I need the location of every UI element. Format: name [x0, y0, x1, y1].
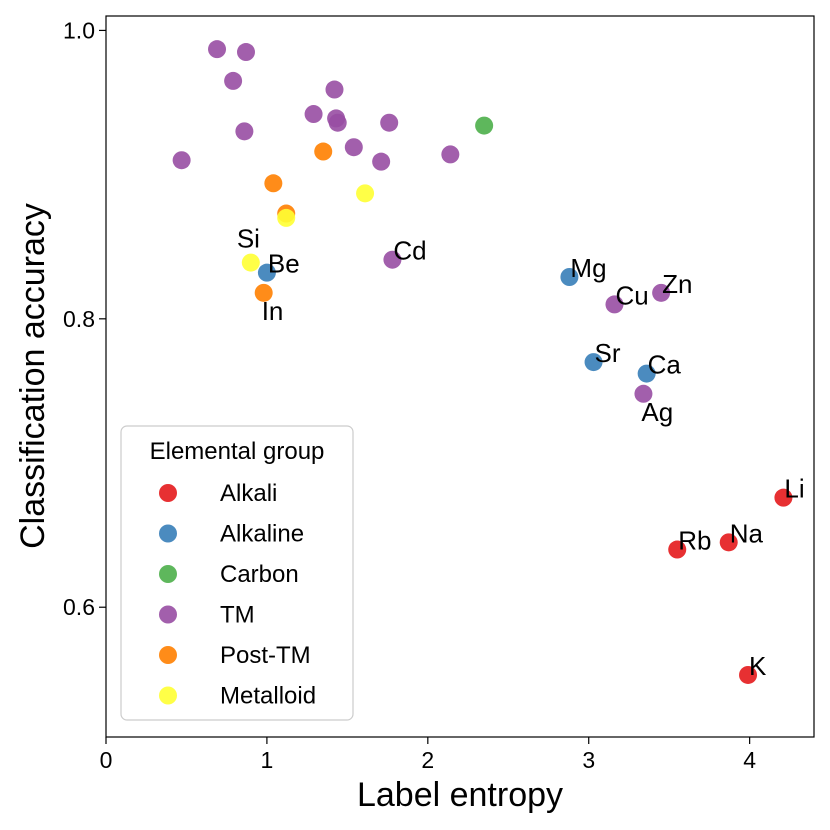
- data-point-alkali: [668, 540, 687, 559]
- x-tick-label: 2: [421, 747, 434, 773]
- legend-marker-carbon: [159, 565, 177, 583]
- legend-label-post-tm: Post-TM: [220, 642, 311, 669]
- data-point-tm: [605, 295, 624, 314]
- data-point-tm: [208, 40, 227, 59]
- data-point-carbon: [475, 116, 494, 135]
- y-tick-label: 0.8: [63, 306, 95, 332]
- data-point-tm: [328, 113, 347, 132]
- x-tick-label: 1: [261, 747, 274, 773]
- data-point-tm: [236, 43, 255, 62]
- data-point-alkaline: [560, 268, 579, 287]
- point-label-cu: Cu: [615, 280, 648, 310]
- legend-marker-post-tm: [159, 646, 177, 664]
- y-axis-title: Classification accuracy: [14, 203, 52, 549]
- legend-frame: [120, 425, 354, 721]
- point-label-zn: Zn: [662, 269, 692, 299]
- legend-label-alkaline: Alkaline: [220, 521, 304, 548]
- y-tick-label: 1.0: [63, 17, 95, 43]
- data-point-post-tm: [314, 142, 333, 161]
- legend-label-carbon: Carbon: [220, 561, 299, 588]
- y-tick-label: 0.6: [63, 594, 95, 620]
- data-point-post-tm: [254, 283, 273, 302]
- data-point-tm: [224, 71, 243, 90]
- data-point-post-tm: [264, 174, 283, 193]
- x-axis-title: Label entropy: [357, 776, 563, 814]
- point-label-be: Be: [268, 249, 300, 279]
- point-label-mg: Mg: [570, 253, 606, 283]
- data-point-metalloid: [277, 208, 296, 227]
- legend-marker-metalloid: [159, 686, 177, 705]
- data-point-tm: [372, 152, 391, 171]
- data-point-tm: [235, 122, 254, 141]
- x-tick-label: 3: [582, 747, 595, 773]
- data-point-alkali: [719, 533, 738, 552]
- legend: Elemental group Alkali Alkaline Carbon TM Po…: [120, 425, 354, 721]
- point-label-k: K: [749, 651, 767, 681]
- x-tick-label: 4: [743, 747, 756, 773]
- point-label-rb: Rb: [678, 526, 711, 556]
- point-label-na: Na: [730, 518, 764, 548]
- data-point-tm: [380, 113, 399, 132]
- legend-label-tm: TM: [220, 602, 255, 629]
- legend-label-metalloid: Metalloid: [220, 683, 316, 710]
- data-point-tm: [383, 250, 402, 269]
- x-tick-label: 0: [100, 747, 113, 773]
- data-point-alkaline: [257, 263, 276, 282]
- legend-marker-alkali: [159, 484, 177, 502]
- point-label-in: In: [262, 296, 284, 326]
- point-label-ca: Ca: [648, 350, 682, 380]
- point-label-li: Li: [784, 474, 804, 504]
- data-point-alkali: [774, 488, 793, 507]
- point-label-ag: Ag: [641, 397, 673, 427]
- legend-marker-alkaline: [159, 524, 177, 543]
- point-label-cd: Cd: [393, 236, 426, 266]
- data-point-metalloid: [241, 253, 260, 272]
- data-point-tm: [652, 283, 671, 302]
- legend-title: Elemental group: [150, 438, 325, 465]
- legend-label-alkali: Alkali: [220, 480, 277, 507]
- data-point-tm: [344, 138, 363, 157]
- point-label-sr: Sr: [595, 338, 621, 368]
- data-point-tm: [634, 384, 653, 403]
- data-point-alkaline: [637, 364, 656, 383]
- data-point-tm: [441, 145, 460, 164]
- plot-frame: [105, 15, 815, 738]
- data-point-tm: [304, 105, 323, 124]
- data-point-alkaline: [584, 353, 603, 372]
- data-point-metalloid: [356, 184, 375, 203]
- data-point-tm: [172, 151, 191, 170]
- point-label-si: Si: [237, 224, 260, 254]
- data-point-tm: [325, 80, 344, 99]
- legend-marker-tm: [159, 605, 177, 624]
- data-point-alkali: [739, 665, 758, 684]
